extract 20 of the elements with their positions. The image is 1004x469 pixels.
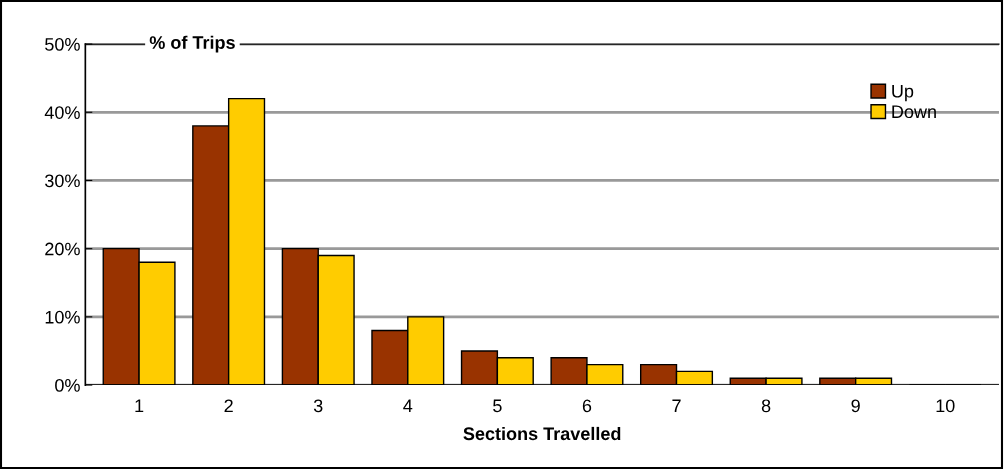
y-tick-label: 0%	[55, 378, 80, 392]
x-tick-label: 1	[135, 399, 144, 413]
chart-title: % of Trips	[149, 35, 235, 53]
x-tick-label: 5	[493, 399, 502, 413]
legend-label: Down	[892, 105, 936, 119]
x-tick-label: 7	[672, 399, 681, 413]
x-tick-label: 3	[313, 399, 323, 413]
x-tick-label: 4	[403, 399, 413, 413]
x-tick-label: 2	[224, 399, 233, 413]
y-tick-label: 40%	[44, 106, 80, 119]
y-tick-label: 20%	[45, 242, 80, 256]
x-tick-label: 9	[851, 399, 860, 413]
x-tick-label: 6	[582, 399, 592, 413]
y-tick-label: 50%	[45, 38, 80, 51]
y-tick-label: 10%	[45, 310, 80, 324]
y-tick-label: 30%	[45, 174, 80, 188]
legend-label: Up	[892, 84, 914, 102]
x-tick-label: 10	[936, 399, 955, 413]
x-axis-title: Sections Travelled	[463, 426, 621, 441]
x-tick-label: 8	[761, 399, 771, 413]
